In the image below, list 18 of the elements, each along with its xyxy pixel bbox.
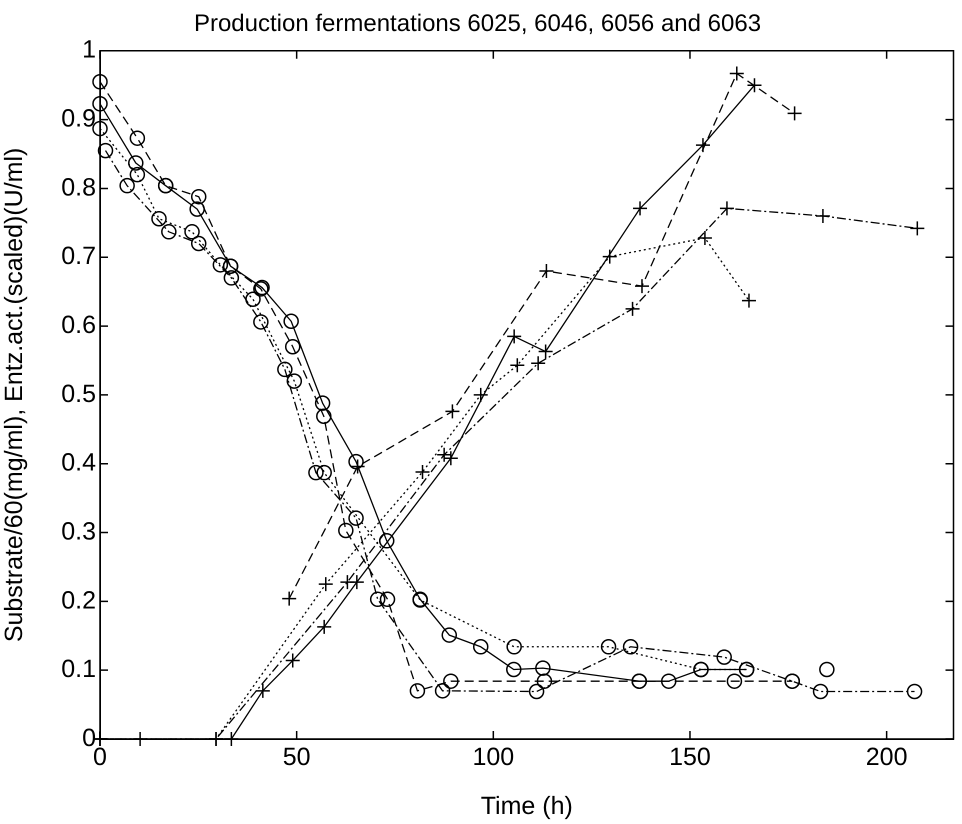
y-tick-label: 0 [82,724,96,752]
x-axis-title: Time (h) [480,792,573,820]
y-tick-label: 1 [82,36,96,64]
x-tick-label: 200 [866,742,908,771]
y-tick-label: 0.9 [61,104,96,133]
y-tick-label: 0.8 [61,173,96,202]
x-tick-label: 150 [669,742,711,771]
y-tick-label: 0.1 [61,655,96,684]
y-tick-label: 0.6 [61,310,96,339]
x-tick-label: 100 [472,742,514,771]
chart-title: Production fermentations 6025, 6046, 6056 and 6063 [194,10,762,38]
y-tick-label: 0.2 [61,586,96,614]
y-tick-label: 0.4 [61,448,96,477]
y-tick-label: 0.7 [61,242,96,270]
x-tick-label: 50 [282,742,311,771]
y-tick-label: 0.3 [61,517,96,546]
y-axis-title: Substrate/60(mg/ml), Entz.act.(scaled)(U/ml) [0,148,28,642]
y-tick-label: 0.5 [61,380,96,408]
